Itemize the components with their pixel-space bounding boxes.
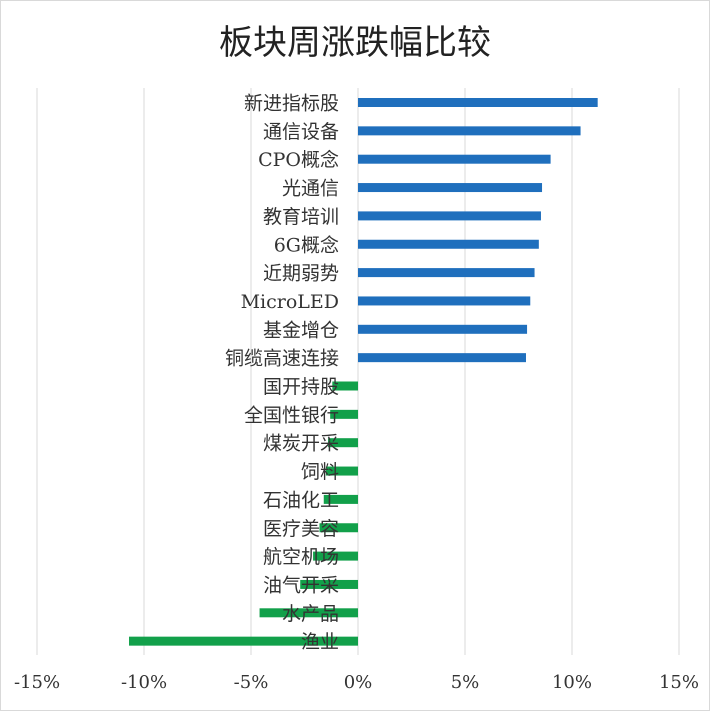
bar <box>330 409 358 419</box>
x-tick-label: 10% <box>552 672 592 693</box>
bar <box>358 154 551 164</box>
bar <box>319 523 358 533</box>
bar <box>358 239 539 249</box>
bar <box>259 608 358 618</box>
category-label: 水产品 <box>282 603 339 625</box>
bar <box>328 438 358 448</box>
bar <box>300 579 358 589</box>
category-label: 近期弱势 <box>263 263 339 285</box>
bars <box>129 98 598 646</box>
category-label: 基金增仓 <box>263 319 339 341</box>
x-tick-labels: -15% -10% -5% 0% 5% 10% 15% <box>14 672 699 693</box>
bar <box>358 183 543 193</box>
category-label: 航空机场 <box>263 546 339 568</box>
bar <box>358 296 531 306</box>
category-label: 光通信 <box>282 178 339 200</box>
category-label: 教育培训 <box>263 206 339 228</box>
bar <box>358 126 581 136</box>
category-label: 铜缆高速连接 <box>225 348 339 370</box>
bar <box>313 551 358 561</box>
bar <box>323 494 358 504</box>
category-label: 通信设备 <box>263 121 339 143</box>
category-label: 6G概念 <box>274 233 339 256</box>
category-label: 医疗美容 <box>263 518 339 540</box>
category-label: 饲料 <box>301 461 339 483</box>
gridlines <box>36 88 680 655</box>
category-label: 油气开采 <box>263 574 339 596</box>
category-label: CPO概念 <box>258 148 339 171</box>
category-label: 新进指标股 <box>244 93 339 115</box>
x-tick-label: 0% <box>344 672 373 693</box>
category-label: 国开持股 <box>263 376 339 398</box>
x-tick-label: -5% <box>234 672 269 693</box>
bar <box>129 636 358 646</box>
category-label: 渔业 <box>301 631 339 653</box>
bar <box>358 324 528 334</box>
bar <box>332 381 358 391</box>
category-label: MicroLED <box>241 291 339 313</box>
x-tick-label: -10% <box>121 672 167 693</box>
x-tick-label: 15% <box>659 672 699 693</box>
chart-title: 板块周涨跌幅比较 <box>219 23 491 63</box>
bar <box>325 466 358 476</box>
category-label: 全国性银行 <box>244 404 339 426</box>
x-tick-label: 5% <box>451 672 480 693</box>
x-tick-label: -15% <box>14 672 60 693</box>
bar <box>358 353 526 363</box>
bar <box>358 268 535 278</box>
bar <box>358 98 598 107</box>
bar <box>358 211 541 221</box>
category-label: 煤炭开采 <box>263 433 339 455</box>
category-label: 石油化工 <box>263 489 339 511</box>
